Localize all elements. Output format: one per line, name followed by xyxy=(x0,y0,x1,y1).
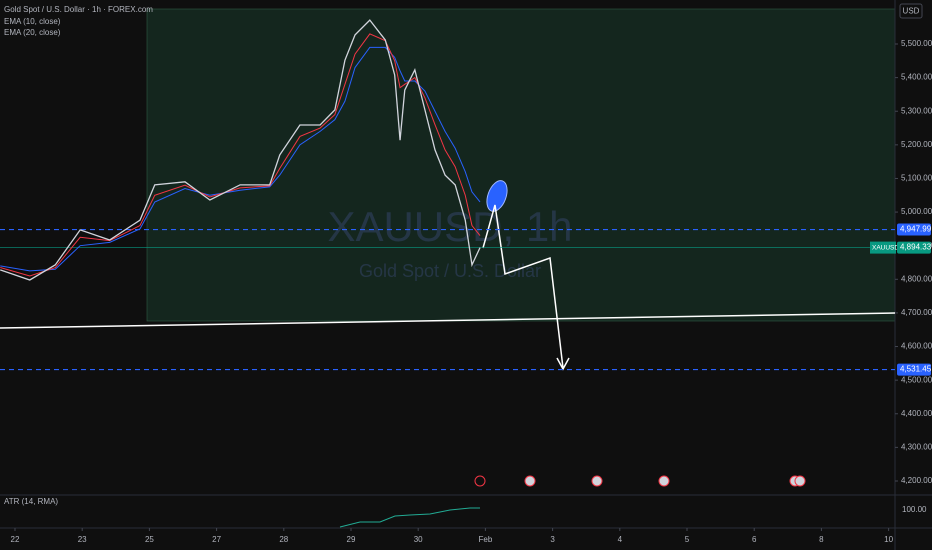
series-line xyxy=(0,46,481,272)
x-tick-label: 8 xyxy=(819,535,824,544)
watermark: XAUUSD, 1h xyxy=(327,203,572,250)
projection-arrow xyxy=(482,204,564,369)
event-icon xyxy=(794,475,806,487)
level-label: 4,947.99 xyxy=(900,225,932,234)
level-tag xyxy=(897,223,931,236)
x-tick-label: 5 xyxy=(685,535,690,544)
x-tick-label: 6 xyxy=(752,535,757,544)
watermark-subtitle: Gold Spot / U.S. Dollar xyxy=(359,261,541,281)
event-icon xyxy=(658,475,670,487)
event-icon xyxy=(591,475,603,487)
event-icons xyxy=(474,475,806,487)
atr-tick: 100.00 xyxy=(902,505,927,514)
y-tick-label: 4,300.00 xyxy=(901,442,932,451)
y-tick-label: 5,100.00 xyxy=(901,174,932,183)
legend-ema10: EMA (10, close) xyxy=(4,17,61,26)
last-price-label: 4,894.33 xyxy=(900,243,932,252)
x-tick-label: 4 xyxy=(618,535,623,544)
last-price-tag xyxy=(897,241,931,254)
y-tick-label: 4,600.00 xyxy=(901,342,932,351)
last-price-name: XAUUSD xyxy=(872,244,899,251)
x-tick-label: 3 xyxy=(550,535,555,544)
x-tick-label: 25 xyxy=(145,535,154,544)
y-tick-label: 5,400.00 xyxy=(901,73,932,82)
event-icon xyxy=(524,475,536,487)
level-tag xyxy=(897,363,931,376)
x-tick-label: 29 xyxy=(347,535,356,544)
x-tick-label: 27 xyxy=(212,535,221,544)
currency: USD xyxy=(903,7,920,16)
last-price-name-tag xyxy=(870,241,896,254)
x-tick-label: 28 xyxy=(279,535,288,544)
series-line xyxy=(0,33,481,277)
y-tick-label: 5,300.00 xyxy=(901,106,932,115)
currency-box xyxy=(899,3,923,19)
x-tick-label: 30 xyxy=(414,535,423,544)
legend-ema20: EMA (20, close) xyxy=(4,28,61,37)
x-tick-label: 10 xyxy=(884,535,893,544)
y-tick-label: 4,800.00 xyxy=(901,274,932,283)
y-tick-label: 4,500.00 xyxy=(901,375,932,384)
atr-line xyxy=(339,507,480,528)
y-tick-label: 5,000.00 xyxy=(901,207,932,216)
y-tick-label: 4,700.00 xyxy=(901,308,932,317)
level-label: 4,531.45 xyxy=(900,365,932,374)
y-tick-label: 4,400.00 xyxy=(901,409,932,418)
event-icon xyxy=(474,475,486,487)
trend-line xyxy=(0,312,896,329)
y-tick-label: 5,500.00 xyxy=(901,39,932,48)
y-tick-label: 4,200.00 xyxy=(901,476,932,485)
ellipse-marker xyxy=(486,180,508,212)
chart-title: Gold Spot / U.S. Dollar · 1h · FOREX.com xyxy=(4,5,153,14)
x-tick-label: 22 xyxy=(11,535,20,544)
x-tick-label: 23 xyxy=(78,535,87,544)
y-tick-label: 5,200.00 xyxy=(901,140,932,149)
x-tick-label: Feb xyxy=(479,535,493,544)
atr-label: ATR (14, RMA) xyxy=(4,497,58,506)
series-line xyxy=(0,19,481,281)
